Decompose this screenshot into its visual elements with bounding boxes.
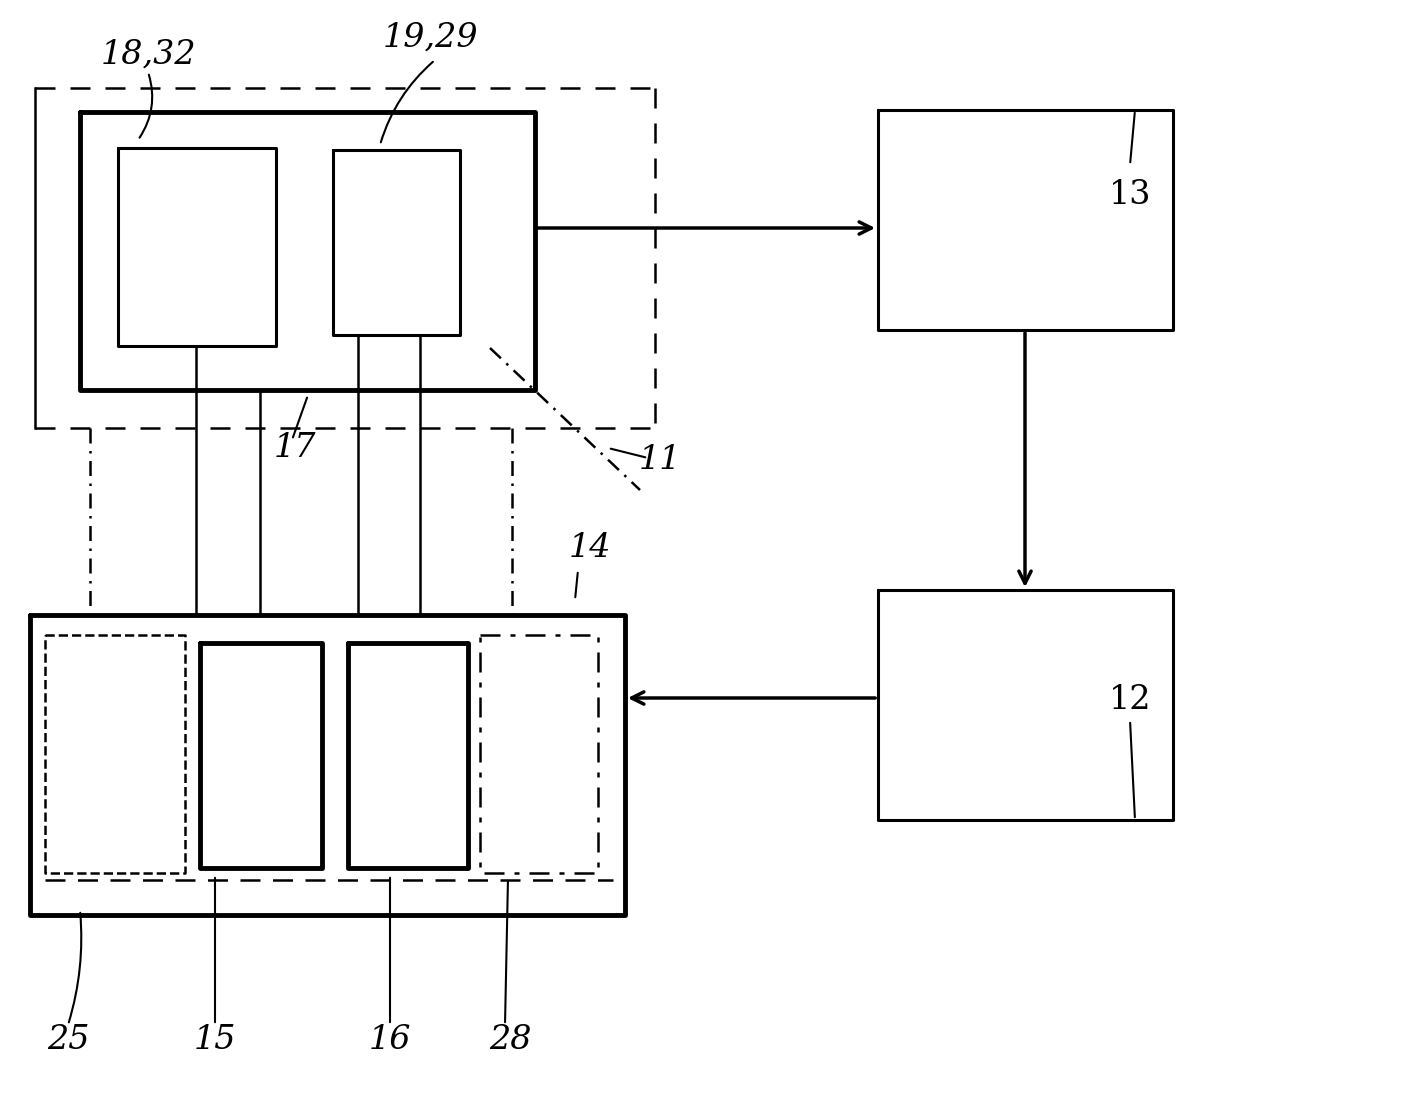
Text: 12: 12	[1108, 684, 1151, 716]
Text: 11: 11	[639, 444, 681, 476]
Text: 13: 13	[1108, 179, 1151, 211]
Text: 15: 15	[194, 1025, 236, 1056]
Text: 14: 14	[569, 532, 612, 564]
Text: 18,32: 18,32	[101, 39, 196, 71]
Text: 16: 16	[369, 1025, 412, 1056]
Text: 25: 25	[47, 1025, 89, 1056]
Text: 28: 28	[488, 1025, 531, 1056]
Text: 19,29: 19,29	[382, 22, 478, 54]
Text: 17: 17	[274, 432, 316, 464]
